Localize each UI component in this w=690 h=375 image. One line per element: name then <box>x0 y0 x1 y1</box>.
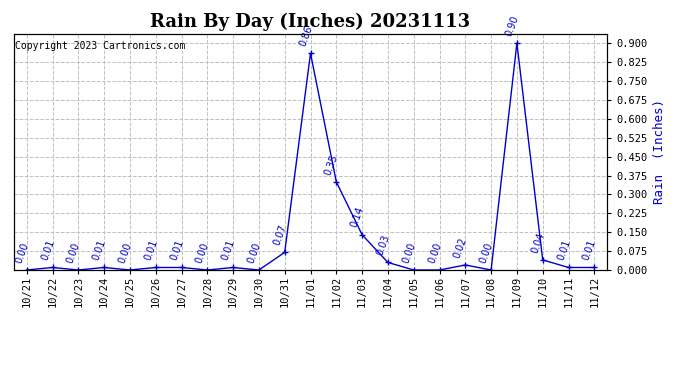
Text: 0.01: 0.01 <box>555 238 572 262</box>
Text: 0.00: 0.00 <box>401 241 417 264</box>
Text: 0.01: 0.01 <box>581 238 598 262</box>
Text: 0.00: 0.00 <box>66 241 82 264</box>
Y-axis label: Rain  (Inches): Rain (Inches) <box>653 99 666 204</box>
Title: Rain By Day (Inches) 20231113: Rain By Day (Inches) 20231113 <box>150 12 471 31</box>
Text: 0.00: 0.00 <box>478 241 495 264</box>
Text: 0.01: 0.01 <box>143 238 159 262</box>
Text: 0.00: 0.00 <box>246 241 263 264</box>
Text: 0.01: 0.01 <box>91 238 108 262</box>
Text: 0.03: 0.03 <box>375 233 392 257</box>
Text: 0.01: 0.01 <box>168 238 185 262</box>
Text: 0.04: 0.04 <box>530 231 546 254</box>
Text: 0.00: 0.00 <box>195 241 211 264</box>
Text: 0.01: 0.01 <box>220 238 237 262</box>
Text: 0.00: 0.00 <box>117 241 134 264</box>
Text: 0.01: 0.01 <box>39 238 56 262</box>
Text: 0.00: 0.00 <box>14 241 30 264</box>
Text: 0.00: 0.00 <box>426 241 443 264</box>
Text: Copyright 2023 Cartronics.com: Copyright 2023 Cartronics.com <box>15 41 186 51</box>
Text: 0.07: 0.07 <box>272 223 288 247</box>
Text: 0.35: 0.35 <box>324 153 340 176</box>
Text: 0.02: 0.02 <box>452 236 469 260</box>
Text: 0.86: 0.86 <box>297 24 314 48</box>
Text: 0.90: 0.90 <box>504 14 521 38</box>
Text: 0.14: 0.14 <box>349 206 366 229</box>
